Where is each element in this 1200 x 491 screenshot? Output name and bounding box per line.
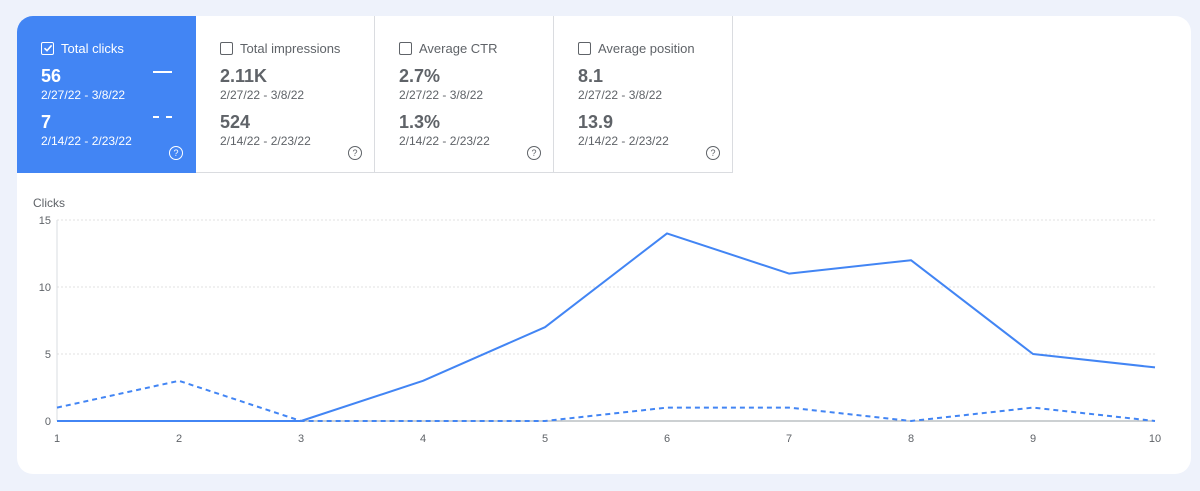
- current-range: 2/27/22 - 3/8/22: [220, 88, 305, 102]
- x-tick-label: 8: [908, 433, 914, 445]
- x-tick-label: 5: [542, 433, 548, 445]
- previous-value: 524: [220, 112, 251, 132]
- tab-header: Average CTR: [399, 40, 553, 56]
- current-value: 8.1: [578, 66, 604, 86]
- previous-value: 1.3%: [399, 112, 441, 132]
- current-range: 2/27/22 - 3/8/22: [399, 88, 484, 102]
- tab-header: Total impressions: [220, 40, 374, 56]
- x-tick-label: 2: [176, 433, 182, 445]
- x-tick-label: 10: [1149, 433, 1161, 445]
- help-icon[interactable]: ?: [527, 146, 541, 160]
- dashed-line-legend-icon: [153, 116, 172, 118]
- clicks-line-chart: 0 5 10 15 1 2 3 4 5 6 7 8 9 10: [39, 215, 1161, 445]
- help-icon[interactable]: ?: [169, 146, 183, 160]
- tab-header: Total clicks: [41, 40, 195, 56]
- current-range: 2/27/22 - 3/8/22: [41, 88, 126, 102]
- metric-tabs: Total clicks 56 2/27/22 - 3/8/22 7 2/14/…: [17, 16, 733, 173]
- y-tick-label: 0: [45, 416, 51, 428]
- previous-period-line: [56, 379, 1156, 422]
- metric-label: Average position: [598, 40, 695, 56]
- previous-value: 7: [41, 112, 52, 132]
- checkbox-unchecked-icon[interactable]: [399, 41, 412, 55]
- previous-range: 2/14/22 - 2/23/22: [41, 134, 132, 148]
- previous-range: 2/14/22 - 2/23/22: [578, 134, 669, 148]
- x-tick-label: 7: [786, 433, 792, 445]
- help-icon[interactable]: ?: [706, 146, 720, 160]
- previous-range: 2/14/22 - 2/23/22: [399, 134, 490, 148]
- tab-total-impressions[interactable]: Total impressions 2.11K 2/27/22 - 3/8/22…: [196, 16, 375, 173]
- x-tick-label: 1: [54, 433, 60, 445]
- y-axis-title: Clicks: [33, 196, 65, 210]
- current-value: 56: [41, 66, 62, 86]
- checkbox-unchecked-icon[interactable]: [220, 41, 233, 55]
- current-value: 2.11K: [220, 66, 268, 86]
- x-tick-label: 3: [298, 433, 304, 445]
- y-tick-label: 5: [45, 349, 51, 361]
- current-range: 2/27/22 - 3/8/22: [578, 88, 663, 102]
- metric-label: Average CTR: [419, 40, 498, 56]
- help-icon[interactable]: ?: [348, 146, 362, 160]
- y-tick-label: 10: [39, 282, 51, 294]
- checkbox-unchecked-icon[interactable]: [578, 41, 591, 55]
- x-tick-label: 4: [420, 433, 426, 445]
- previous-range: 2/14/22 - 2/23/22: [220, 134, 311, 148]
- current-value: 2.7%: [399, 66, 441, 86]
- solid-line-legend-icon: [153, 71, 172, 73]
- x-tick-label: 9: [1030, 433, 1036, 445]
- x-tick-label: 6: [664, 433, 670, 445]
- performance-card: Total clicks 56 2/27/22 - 3/8/22 7 2/14/…: [17, 16, 1191, 474]
- metric-label: Total impressions: [240, 40, 341, 56]
- current-period-line: [57, 232, 1156, 422]
- tab-average-ctr[interactable]: Average CTR 2.7% 2/27/22 - 3/8/22 1.3% 2…: [375, 16, 554, 173]
- y-tick-label: 15: [39, 215, 51, 227]
- tab-total-clicks[interactable]: Total clicks 56 2/27/22 - 3/8/22 7 2/14/…: [17, 16, 196, 173]
- previous-value: 13.9: [578, 112, 614, 132]
- tab-average-position[interactable]: Average position 8.1 2/27/22 - 3/8/22 13…: [554, 16, 733, 173]
- tab-header: Average position: [578, 40, 732, 56]
- metric-label: Total clicks: [61, 40, 124, 56]
- checkbox-checked-icon[interactable]: [41, 41, 54, 55]
